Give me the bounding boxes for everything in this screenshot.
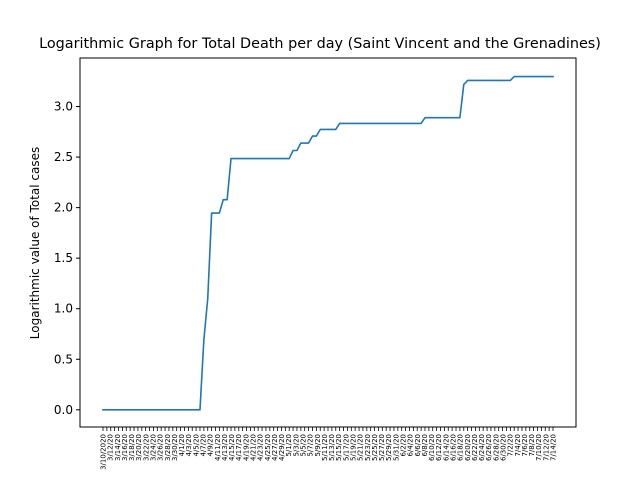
x-tick-label: 4/15/20 bbox=[228, 434, 236, 461]
x-tick-label: 6/22/20 bbox=[471, 434, 479, 461]
x-tick-label: 3/24/20 bbox=[150, 434, 158, 461]
x-tick-label: 6/4/20 bbox=[407, 434, 415, 457]
x-tick-label: 6/16/20 bbox=[450, 434, 458, 461]
x-tick-label: 4/17/20 bbox=[235, 434, 243, 461]
x-tick-label: 4/13/20 bbox=[221, 434, 229, 461]
x-tick-label: 7/6/20 bbox=[521, 434, 529, 457]
x-tick-label: 5/9/20 bbox=[314, 434, 322, 457]
x-tick-label: 3/14/20 bbox=[114, 434, 122, 461]
x-tick-label: 7/8/20 bbox=[528, 434, 536, 457]
x-tick-label: 6/24/20 bbox=[478, 434, 486, 461]
x-tick-label: 3/16/20 bbox=[121, 434, 129, 461]
x-tick-label: 4/9/20 bbox=[207, 434, 215, 457]
x-tick-label: 3/22/20 bbox=[142, 434, 150, 461]
x-tick-label: 4/1/20 bbox=[178, 434, 186, 457]
x-tick-label: 5/13/20 bbox=[328, 434, 336, 461]
x-tick-label: 3/20/20 bbox=[135, 434, 143, 461]
y-tick-label: 1.0 bbox=[54, 302, 73, 316]
x-tick-label: 5/19/20 bbox=[350, 434, 358, 461]
x-tick-label: 7/14/20 bbox=[550, 434, 558, 461]
x-tick-label: 5/3/20 bbox=[292, 434, 300, 457]
x-tick-label: 6/26/20 bbox=[485, 434, 493, 461]
x-tick-label: 5/17/20 bbox=[342, 434, 350, 461]
x-tick-label: 5/25/20 bbox=[371, 434, 379, 461]
x-tick-label: 6/18/20 bbox=[457, 434, 465, 461]
x-tick-label: 4/19/20 bbox=[242, 434, 250, 461]
x-tick-label: 4/5/20 bbox=[192, 434, 200, 457]
y-axis-label: Logarithmic value of Total cases bbox=[28, 147, 42, 339]
chart-title: Logarithmic Graph for Total Death per da… bbox=[39, 36, 601, 52]
x-tick-label: 6/30/20 bbox=[500, 434, 508, 461]
x-tick-label: 7/12/20 bbox=[542, 434, 550, 461]
x-tick-label: 6/14/20 bbox=[442, 434, 450, 461]
x-tick-label: 3/18/20 bbox=[128, 434, 136, 461]
y-tick-label: 0.0 bbox=[54, 403, 73, 417]
x-tick-label: 6/6/20 bbox=[414, 434, 422, 457]
x-tick-label: 6/20/20 bbox=[464, 434, 472, 461]
x-tick-label: 5/7/20 bbox=[307, 434, 315, 457]
x-tick-label: 4/25/20 bbox=[264, 434, 272, 461]
x-tick-label: 3/30/20 bbox=[171, 434, 179, 461]
x-tick-label: 4/21/20 bbox=[250, 434, 258, 461]
x-tick-label: 4/3/20 bbox=[185, 434, 193, 457]
x-tick-label: 5/1/20 bbox=[285, 434, 293, 457]
x-tick-label: 4/23/20 bbox=[257, 434, 265, 461]
plot-frame bbox=[79, 57, 577, 428]
x-tick-label: 5/31/20 bbox=[392, 434, 400, 461]
x-tick-label: 4/27/20 bbox=[271, 434, 279, 461]
x-tick-label: 5/27/20 bbox=[378, 434, 386, 461]
x-tick-label: 5/29/20 bbox=[385, 434, 393, 461]
x-tick-label: 6/12/20 bbox=[435, 434, 443, 461]
x-tick-label: 3/12/20 bbox=[107, 434, 115, 461]
y-tick-label: 3.0 bbox=[54, 100, 73, 114]
x-tick-label: 4/11/20 bbox=[214, 434, 222, 461]
x-tick-label: 3/10/2020 bbox=[100, 434, 108, 470]
y-tick-label: 0.5 bbox=[54, 352, 73, 366]
x-tick-label: 6/10/20 bbox=[428, 434, 436, 461]
x-tick-label: 7/4/20 bbox=[514, 434, 522, 457]
x-tick-label: 5/11/20 bbox=[321, 434, 329, 461]
x-tick-label: 6/8/20 bbox=[421, 434, 429, 457]
x-tick-label: 7/2/20 bbox=[507, 434, 515, 457]
x-tick-label: 5/15/20 bbox=[335, 434, 343, 461]
y-tick-label: 2.0 bbox=[54, 201, 73, 215]
x-tick-label: 3/28/20 bbox=[164, 434, 172, 461]
x-tick-label: 5/5/20 bbox=[300, 434, 308, 457]
x-tick-label: 4/7/20 bbox=[200, 434, 208, 457]
y-tick-label: 1.5 bbox=[54, 251, 73, 265]
x-tick-label: 6/28/20 bbox=[492, 434, 500, 461]
series-line bbox=[102, 75, 554, 411]
x-tick-label: 7/10/20 bbox=[535, 434, 543, 461]
x-tick-label: 5/21/20 bbox=[357, 434, 365, 461]
x-tick-label: 4/29/20 bbox=[278, 434, 286, 461]
y-tick-label: 2.5 bbox=[54, 150, 73, 164]
x-tick-label: 6/2/20 bbox=[400, 434, 408, 457]
x-tick-label: 3/26/20 bbox=[157, 434, 165, 461]
x-tick-label: 5/23/20 bbox=[364, 434, 372, 461]
